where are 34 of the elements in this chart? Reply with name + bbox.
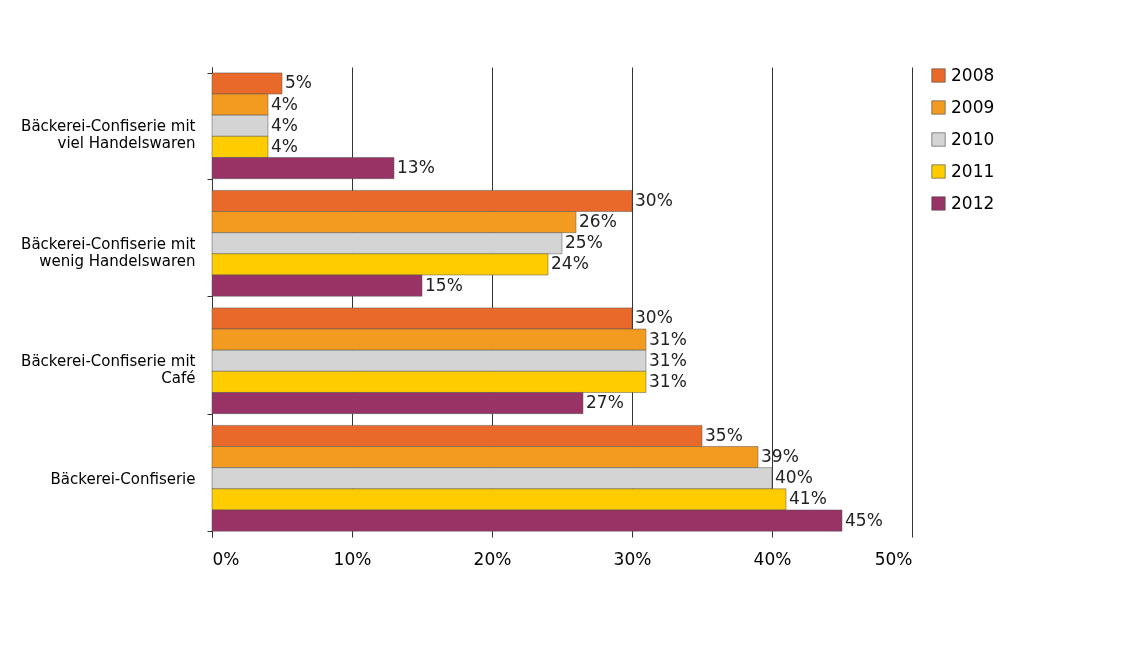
data-label: 40%	[775, 467, 813, 488]
data-label: 24%	[551, 253, 589, 274]
x-tick-label: 20%	[473, 548, 512, 569]
data-label: 4%	[271, 135, 298, 156]
legend-label: 2010	[951, 128, 995, 149]
legend-label: 2008	[951, 64, 995, 85]
data-label: 26%	[579, 211, 617, 232]
x-tick-label: 50%	[874, 548, 913, 569]
data-label: 31%	[649, 370, 687, 391]
x-tick-label: 30%	[613, 548, 652, 569]
y-tick-label: Bäckerei-Confiserie	[50, 469, 196, 488]
y-tick-label: Bäckerei-Confiserie mit wenig Handelswaren	[21, 234, 196, 270]
data-label: 30%	[635, 307, 673, 328]
legend-label: 2011	[951, 160, 995, 181]
data-label: 31%	[649, 349, 687, 370]
data-label: 13%	[397, 157, 435, 178]
data-label: 5%	[285, 72, 312, 93]
data-label: 30%	[635, 189, 673, 210]
data-label: 35%	[705, 424, 743, 445]
legend-label: 2009	[951, 96, 995, 117]
data-label: 27%	[586, 392, 624, 413]
data-label: 31%	[649, 328, 687, 349]
x-tick-label: 10%	[333, 548, 372, 569]
data-label: 41%	[789, 488, 827, 509]
x-tick-label: 0%	[212, 548, 240, 569]
data-label: 4%	[271, 93, 298, 114]
y-tick-label: Bäckerei-Confiserie mit viel Handelswaren	[21, 117, 196, 153]
x-tick-label: 40%	[753, 548, 792, 569]
legend-label: 2012	[951, 192, 995, 213]
data-label: 4%	[271, 114, 298, 135]
data-label: 15%	[425, 274, 463, 295]
data-label: 25%	[565, 232, 603, 253]
data-label: 45%	[845, 509, 883, 530]
y-tick-label: Bäckerei-Confiserie mit Café	[21, 352, 196, 388]
